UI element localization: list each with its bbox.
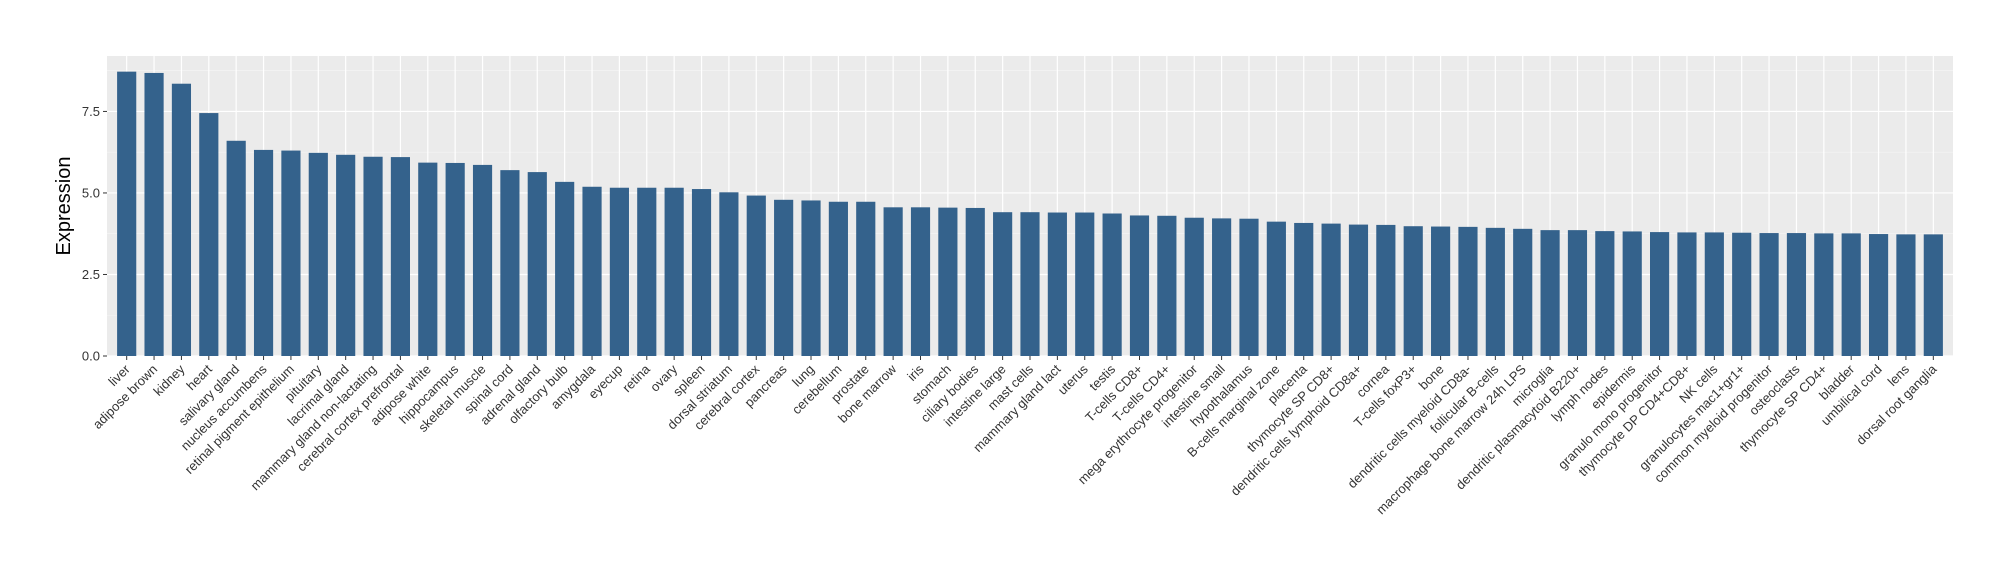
bar [719, 192, 739, 356]
bar [746, 195, 766, 356]
y-axis: 0.0 2.5 5.0 7.5 [82, 104, 107, 364]
bar [609, 187, 629, 356]
bar [308, 152, 328, 356]
bar [1704, 232, 1724, 356]
bar [1814, 233, 1834, 356]
bar [1868, 234, 1889, 356]
y-tick-label: 0.0 [82, 349, 100, 364]
bar [1376, 224, 1396, 356]
bar [1348, 224, 1369, 356]
bar [883, 207, 903, 356]
bar [1485, 227, 1505, 356]
y-tick-label: 2.5 [82, 267, 100, 282]
bar [1075, 212, 1095, 356]
bar [1266, 221, 1286, 356]
bar [1431, 226, 1451, 356]
bar [555, 181, 575, 356]
bar [1567, 230, 1588, 356]
bar [582, 186, 602, 356]
bar [856, 201, 876, 356]
bar [1020, 212, 1040, 356]
bar [281, 150, 301, 356]
bar [1129, 215, 1150, 356]
bar [1102, 213, 1122, 356]
bar [144, 72, 164, 357]
bar [472, 164, 493, 356]
bar [253, 149, 274, 356]
bar [363, 156, 383, 356]
bar [1157, 215, 1177, 356]
bar [774, 199, 794, 356]
bar [390, 157, 410, 356]
bar [1896, 234, 1916, 356]
bar [226, 140, 246, 356]
bar [637, 187, 657, 356]
bar [1458, 226, 1478, 356]
bar [1622, 231, 1642, 356]
bar [965, 207, 985, 356]
bar [527, 172, 547, 356]
bar [1650, 232, 1670, 356]
bar [1239, 218, 1259, 356]
bar [418, 162, 438, 356]
x-tick-label: retina [619, 361, 653, 395]
bar [445, 162, 465, 356]
bar [691, 189, 712, 356]
bar [1403, 226, 1423, 356]
x-tick-label: kidney [150, 361, 188, 399]
bar [664, 187, 684, 356]
bar [1047, 212, 1067, 356]
bar [1841, 233, 1861, 356]
bar [1595, 231, 1615, 356]
bar [910, 207, 931, 356]
y-axis-title: Expression [53, 157, 75, 256]
bar [1212, 218, 1232, 356]
bar [117, 71, 137, 357]
bar [171, 83, 192, 356]
bar [1786, 233, 1807, 356]
bar [1184, 217, 1204, 356]
bar [1923, 234, 1943, 356]
x-tick-label: uterus [1055, 361, 1092, 398]
bar [801, 200, 821, 356]
bar [1540, 230, 1560, 356]
bar [1677, 232, 1697, 356]
y-tick-label: 7.5 [82, 104, 100, 119]
bar [1294, 222, 1314, 356]
y-tick-label: 5.0 [82, 185, 100, 200]
bar [1321, 223, 1341, 356]
bar [500, 170, 520, 356]
bars [117, 71, 1943, 357]
bar [828, 201, 848, 356]
bar [199, 113, 219, 356]
bar [1759, 233, 1779, 356]
bar [336, 154, 356, 356]
bar [938, 207, 958, 356]
bar [1732, 232, 1752, 356]
bar [993, 212, 1013, 356]
bar [1513, 228, 1533, 356]
